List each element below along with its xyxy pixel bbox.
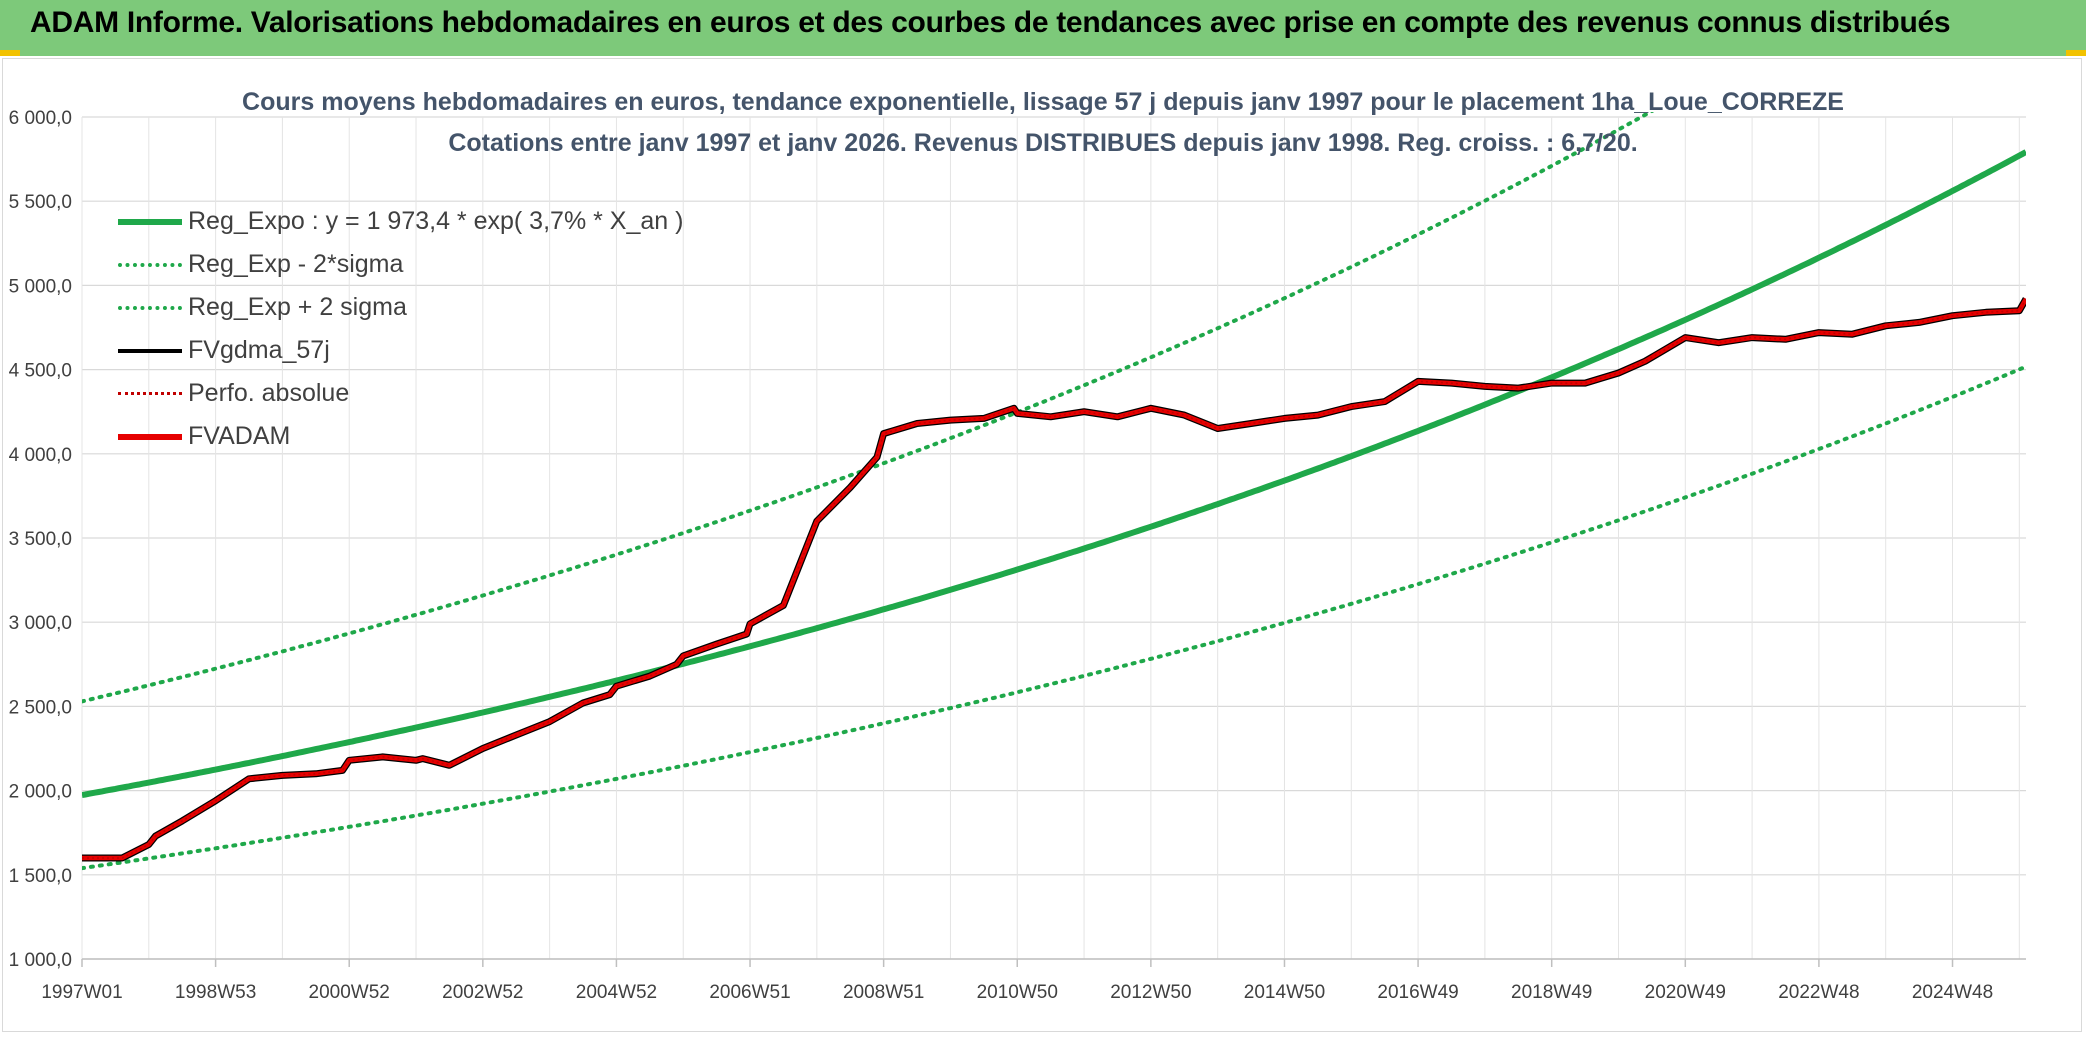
y-tick-label: 5 500,0 (9, 192, 72, 213)
legend-swatch-fvgdma (118, 348, 182, 353)
x-tick-label: 2004W52 (576, 982, 657, 1003)
series-perfo-absolue (82, 298, 2026, 859)
legend-item-reg-high[interactable]: Reg_Exp + 2 sigma (118, 286, 738, 329)
x-tick-label: 2008W51 (843, 982, 924, 1003)
x-tick-label: 2024W48 (1912, 982, 1993, 1003)
x-tick-label: 2016W49 (1377, 982, 1458, 1003)
title-banner: ADAM Informe. Valorisations hebdomadaire… (0, 0, 2086, 56)
series-reg-expo (82, 149, 2026, 799)
y-tick-label: 2 000,0 (9, 782, 72, 803)
y-tick-label: 6 000,0 (9, 108, 72, 129)
x-tick-label: 2014W50 (1244, 982, 1325, 1003)
legend-swatch-reg-high (118, 305, 182, 310)
x-tick-label: 2010W50 (977, 982, 1058, 1003)
x-tick-label: 2012W50 (1110, 982, 1191, 1003)
banner-title: ADAM Informe. Valorisations hebdomadaire… (30, 6, 1951, 39)
y-tick-label: 4 000,0 (9, 445, 72, 466)
y-tick-label: 5 000,0 (9, 276, 72, 297)
legend-label-fvadam: FVADAM (188, 422, 291, 450)
legend-swatch-perfo (118, 392, 182, 395)
x-tick-label: 1998W53 (175, 982, 256, 1003)
y-axis-tick-labels: 1 000,0 1 500,0 2 000,0 2 500,0 3 000,0 3 500… (9, 108, 72, 971)
y-tick-label: 4 500,0 (9, 361, 72, 382)
vertical-gridlines (81, 117, 2020, 959)
corner-marker-left (0, 50, 20, 56)
legend-item-reg-low[interactable]: Reg_Exp - 2*sigma (118, 243, 738, 286)
chart-subtitle: Cotations entre janv 1997 et janv 2026. … (448, 129, 1637, 157)
legend-item-fvgdma[interactable]: FVgdma_57j (118, 329, 738, 372)
horizontal-gridlines (82, 116, 2026, 960)
y-tick-label: 3 000,0 (9, 613, 72, 634)
legend-label-fvgdma: FVgdma_57j (188, 336, 330, 364)
corner-marker-right (2066, 50, 2086, 56)
x-tick-label: 2018W49 (1511, 982, 1592, 1003)
legend-item-perfo[interactable]: Perfo. absolue (118, 372, 738, 415)
y-tick-label: 2 500,0 (9, 697, 72, 718)
legend-swatch-fvadam (118, 433, 182, 440)
chart-frame (2, 58, 2082, 1032)
legend-swatch-reg-low (118, 262, 182, 267)
x-tick-label: 2022W48 (1778, 982, 1859, 1003)
chart-title: Cours moyens hebdomadaires en euros, ten… (242, 88, 1844, 116)
y-tick-label: 1 500,0 (9, 866, 72, 887)
chart-legend: Reg_Expo : y = 1 973,4 * exp( 3,7% * X_a… (118, 200, 738, 458)
legend-item-reg-expo[interactable]: Reg_Expo : y = 1 973,4 * exp( 3,7% * X_a… (118, 200, 738, 243)
x-axis-tick-labels: 1997W01 1998W53 2000W52 2002W52 2004W52 2006W… (41, 959, 1993, 1003)
series-reg-exp-minus-2-sigma (82, 364, 2026, 871)
legend-label-reg-expo: Reg_Expo : y = 1 973,4 * exp( 3,7% * X_a… (188, 207, 684, 235)
legend-label-reg-high: Reg_Exp + 2 sigma (188, 293, 407, 321)
x-tick-label: 2006W51 (709, 982, 790, 1003)
series-reg-exp-plus-2-sigma (82, 112, 1655, 704)
y-tick-label: 3 500,0 (9, 529, 72, 550)
legend-item-fvadam[interactable]: FVADAM (118, 415, 738, 458)
series-layer (82, 112, 2026, 871)
x-tick-label: 2020W49 (1645, 982, 1726, 1003)
x-tick-label: 1997W01 (41, 982, 122, 1003)
y-tick-label: 1 000,0 (9, 950, 72, 971)
legend-label-perfo: Perfo. absolue (188, 379, 350, 407)
legend-swatch-reg-expo (118, 218, 182, 225)
x-tick-label: 2000W52 (309, 982, 390, 1003)
legend-label-reg-low: Reg_Exp - 2*sigma (188, 250, 404, 278)
x-tick-label: 2002W52 (442, 982, 523, 1003)
